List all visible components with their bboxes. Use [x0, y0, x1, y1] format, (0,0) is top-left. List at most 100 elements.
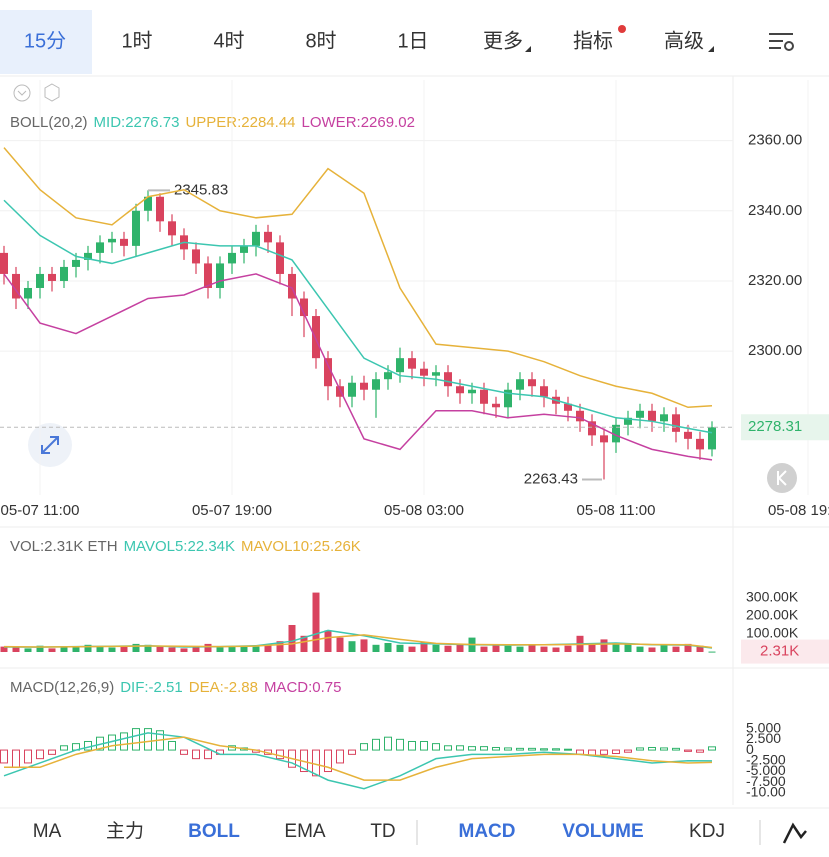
time-tab[interactable]: 更多 [483, 29, 523, 52]
candle-body [372, 379, 380, 390]
collapse-icon[interactable] [13, 84, 31, 102]
volume-bar [408, 646, 416, 652]
candle-body [132, 210, 140, 246]
candle-body [36, 273, 44, 288]
candle-body [348, 382, 356, 397]
last-price-box [741, 414, 829, 441]
candle-body [468, 389, 476, 394]
candle-body [84, 252, 92, 260]
legend-item: MAVOL10:25.26K [241, 538, 361, 555]
candle-body [648, 410, 656, 422]
volume-bar [648, 647, 656, 652]
y-tick-label: 0 [746, 741, 754, 757]
macd-bar [540, 748, 548, 751]
indicator-tab[interactable]: VOLUME [562, 821, 643, 842]
candle-body [168, 221, 176, 236]
y-tick-label: 100.00K [746, 625, 799, 641]
macd-bar [504, 747, 512, 751]
time-tab[interactable]: 高级 [664, 29, 704, 52]
volume-bar [444, 645, 452, 652]
y-tick-label: 300.00K [746, 589, 799, 605]
time-tab[interactable]: 8时 [305, 29, 336, 52]
time-tab[interactable]: 1日 [397, 30, 428, 52]
candle-body [384, 372, 392, 380]
settings-icon[interactable] [769, 33, 794, 51]
volume-bar [696, 645, 704, 652]
volume-bar [660, 644, 668, 652]
legend-item: DIF:-2.51 [120, 679, 183, 696]
volume-bar [336, 637, 344, 652]
notice-dot [618, 25, 626, 33]
legend-item: UPPER:2284.44 [185, 114, 295, 131]
volume-bar [432, 644, 440, 652]
time-tab[interactable]: 指标 [573, 29, 613, 52]
macd-bar [396, 738, 404, 751]
macd-bar [456, 745, 464, 751]
volume-bar [564, 645, 572, 652]
y-tick-label: 2.500 [746, 730, 781, 746]
volume-bar [192, 646, 200, 652]
volume-bar [12, 647, 20, 652]
x-tick-label: 05-08 11:00 [577, 502, 656, 519]
candle-body [480, 389, 488, 404]
y-tick-label: -10.00 [746, 784, 786, 800]
candle-body [696, 438, 704, 450]
candle-body [660, 414, 668, 422]
expand-icon [41, 436, 59, 454]
candle-body [636, 410, 644, 418]
indicator-tab[interactable]: EMA [284, 821, 326, 842]
candle-body [288, 273, 296, 299]
volume-bar [324, 630, 332, 652]
volume-bar [684, 643, 692, 652]
collapse-icon-arrow [17, 90, 27, 96]
candle-body [444, 372, 452, 387]
macd-bar [708, 746, 716, 751]
candle-body [324, 358, 332, 387]
indicator-tab[interactable]: MACD [459, 821, 516, 842]
indicator-tab[interactable]: MA [33, 821, 62, 842]
volume-bar [24, 648, 32, 652]
time-tab[interactable]: 15分 [24, 29, 66, 52]
macd-bar [624, 749, 632, 753]
legend-item: MAVOL5:22.34K [124, 538, 235, 555]
volume-bar [108, 647, 116, 652]
candle-body [264, 231, 272, 243]
candle-body [396, 358, 404, 373]
macd-bar [612, 749, 620, 754]
x-tick-label: 05-07 19:00 [192, 502, 272, 519]
legend-item: MACD:0.75 [264, 679, 342, 696]
candle-body [276, 242, 284, 274]
macd-bar [168, 740, 176, 751]
volume-bar [96, 646, 104, 652]
time-tab[interactable]: 4时 [213, 29, 244, 52]
indicator-tab[interactable]: BOLL [188, 821, 240, 842]
volume-bar [420, 642, 428, 652]
candle-body [156, 196, 164, 222]
indicator-line [3, 147, 713, 409]
volume-bar [636, 646, 644, 652]
indicator-tab[interactable]: TD [370, 821, 395, 842]
macd-bar [468, 746, 476, 751]
legend-item: MACD(12,26,9) [10, 679, 114, 696]
settings-hex[interactable] [44, 83, 60, 102]
volume-bar [600, 639, 608, 652]
volume-bar [480, 646, 488, 652]
indicator-tab[interactable]: KDJ [689, 821, 725, 842]
volume-bar [396, 644, 404, 652]
latest-button[interactable] [767, 463, 797, 493]
candle-body [72, 259, 80, 267]
indicator-tab[interactable]: 主力 [106, 820, 144, 842]
macd-bar [336, 749, 344, 764]
y-tick-label: -2.500 [746, 751, 786, 767]
draw-tool-icon[interactable] [782, 822, 807, 844]
legend-item: DEA:-2.88 [189, 679, 258, 696]
indicator-line [3, 634, 713, 649]
y-tick-label: -5.000 [746, 762, 786, 778]
time-tab[interactable]: 1时 [121, 29, 152, 52]
candle-body [60, 266, 68, 281]
volume-bar [492, 644, 500, 652]
macd-bar [180, 749, 188, 755]
candle-body [612, 424, 620, 443]
candle-body [240, 245, 248, 253]
x-tick-label: 05-07 11:00 [1, 502, 80, 519]
